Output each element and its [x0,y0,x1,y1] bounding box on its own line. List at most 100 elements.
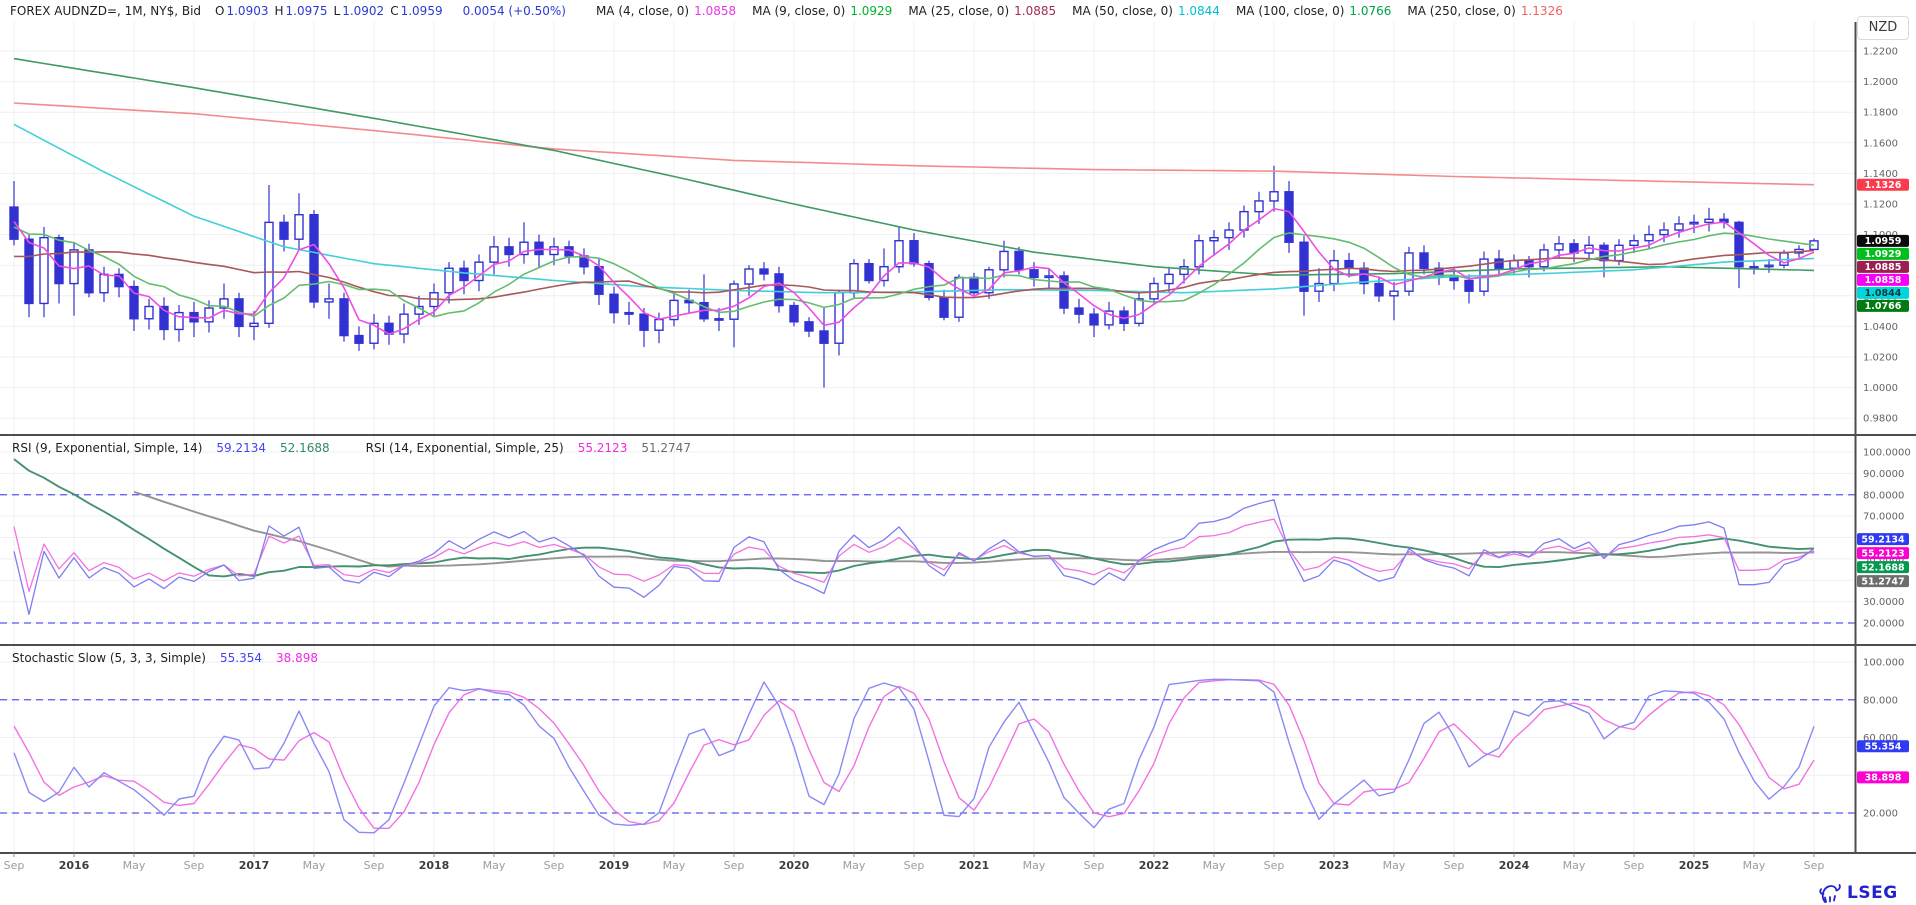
svg-text:0.9800: 0.9800 [1863,414,1898,425]
stochastic-k-value: 55.354 [219,651,262,665]
gridlines [0,22,1855,852]
svg-text:Sep: Sep [364,859,385,872]
ohlc-field-l: L 1.0902 [333,4,385,18]
axis-badge: 1.0844 [1857,286,1909,299]
svg-text:Sep: Sep [4,859,25,872]
ma-legend-item-0[interactable]: MA (4, close, 0) 1.0858 [595,4,737,18]
svg-text:2019: 2019 [599,859,630,872]
svg-text:1.1400: 1.1400 [1863,169,1898,180]
ohlc-field-o: O 1.0903 [215,4,269,18]
svg-text:1.0000: 1.0000 [1863,383,1898,394]
axis-badge: 52.1688 [1857,561,1909,573]
svg-text:1.2200: 1.2200 [1863,47,1898,58]
svg-text:May: May [1743,859,1766,872]
svg-text:May: May [843,859,866,872]
axis-badge: 1.0929 [1857,247,1909,260]
rsi14-value: 55.2123 [577,441,628,455]
svg-text:2016: 2016 [59,859,90,872]
instrument-title[interactable]: FOREX AUDNZD=, 1M, NY$, Bid [10,4,202,18]
svg-text:1.0766: 1.0766 [1865,301,1902,312]
axis-badge: 38.898 [1857,771,1909,784]
svg-text:30.0000: 30.0000 [1863,597,1904,608]
svg-text:1.0400: 1.0400 [1863,322,1898,333]
axis-badge: 59.2134 [1857,533,1909,545]
svg-text:1.0858: 1.0858 [1865,275,1902,286]
svg-text:70.0000: 70.0000 [1863,512,1904,523]
ma-legend-item-1[interactable]: MA (9, close, 0) 1.0929 [752,4,893,18]
svg-text:Sep: Sep [904,859,925,872]
time-axis[interactable]: Sep 2016 May Sep 2017 May Sep 2018 May Sep 2019 May… [4,853,1825,872]
ma-legend-item-4[interactable]: MA (100, close, 0) 1.0766 [1235,4,1392,18]
rsi-legend-title-2[interactable]: RSI (14, Exponential, Simple, 25) [365,441,564,455]
change-readout: 0.0054 (+0.50%) [462,4,566,18]
ohlc-field-c: C 1.0959 [390,4,443,18]
svg-text:May: May [123,859,146,872]
svg-text:2018: 2018 [419,859,450,872]
svg-text:100.000: 100.000 [1863,658,1904,669]
svg-text:38.898: 38.898 [1865,773,1902,784]
axis-badge: 55.2123 [1857,547,1909,559]
rsi9-signal-value: 52.1688 [280,441,330,455]
svg-text:Sep: Sep [1444,859,1465,872]
svg-text:Sep: Sep [1624,859,1645,872]
svg-text:Sep: Sep [1264,859,1285,872]
axis-badge: 51.2747 [1857,575,1909,587]
svg-text:80.0000: 80.0000 [1863,490,1904,501]
ma-legend-item-3[interactable]: MA (50, close, 0) 1.0844 [1072,4,1220,18]
svg-text:1.0929: 1.0929 [1865,249,1902,260]
svg-text:1.1800: 1.1800 [1863,108,1898,119]
svg-text:55.354: 55.354 [1865,741,1902,752]
price-axis-currency-badge[interactable]: NZD [1857,16,1909,40]
svg-text:May: May [1563,859,1586,872]
svg-text:90.0000: 90.0000 [1863,469,1904,480]
svg-text:May: May [1203,859,1226,872]
axis-badge: 55.354 [1857,740,1909,752]
svg-text:Sep: Sep [544,859,565,872]
svg-text:May: May [303,859,326,872]
svg-text:May: May [1383,859,1406,872]
svg-text:2017: 2017 [239,859,270,872]
svg-text:55.2123: 55.2123 [1861,548,1904,559]
ma-legend-item-2[interactable]: MA (25, close, 0) 1.0885 [908,4,1057,18]
svg-text:20.000: 20.000 [1863,809,1898,820]
stochastic-panel [0,678,1855,834]
stochastic-legend-title[interactable]: Stochastic Slow (5, 3, 3, Simple) [12,651,206,665]
ma-legend-item-5[interactable]: MA (250, close, 0) 1.1326 [1407,4,1563,18]
rsi-legend-title-1[interactable]: RSI (9, Exponential, Simple, 14) [12,441,203,455]
svg-text:May: May [663,859,686,872]
svg-text:1.2000: 1.2000 [1863,77,1898,88]
svg-text:1.0885: 1.0885 [1865,262,1902,273]
svg-text:2021: 2021 [959,859,990,872]
rsi14-signal-value: 51.2747 [641,441,691,455]
svg-text:2020: 2020 [779,859,810,872]
lseg-wordmark: LSEG [1847,883,1898,903]
svg-text:2024: 2024 [1499,859,1530,872]
svg-text:2022: 2022 [1139,859,1170,872]
svg-text:Sep: Sep [184,859,205,872]
axis-badge: 1.0766 [1857,299,1909,312]
svg-text:1.0959: 1.0959 [1865,236,1902,247]
svg-text:60.000: 60.000 [1863,733,1898,744]
svg-text:1.0844: 1.0844 [1865,288,1902,299]
axis-badges: 1.1326 1.0959 1.0929 1.0885 1.0858 1.0844 1.07… [1857,178,1909,784]
svg-text:80.000: 80.000 [1863,695,1898,706]
rsi-panel [0,458,1855,624]
svg-text:52.1688: 52.1688 [1861,562,1905,573]
svg-text:May: May [483,859,506,872]
stochastic-d-value: 38.898 [275,651,318,665]
stochastic-panel-legend: Stochastic Slow (5, 3, 3, Simple) 55.354… [12,651,318,665]
rsi9-value: 59.2134 [216,441,267,455]
svg-text:Sep: Sep [1804,859,1825,872]
axis-badge: 1.0959 [1857,234,1909,247]
axis-badge: 1.0885 [1857,260,1909,273]
svg-text:1.0200: 1.0200 [1863,353,1898,364]
svg-text:20.0000: 20.0000 [1863,619,1904,630]
svg-text:2025: 2025 [1679,859,1710,872]
svg-text:59.2134: 59.2134 [1861,534,1905,545]
svg-text:1.1200: 1.1200 [1863,200,1898,211]
main-price-panel [9,57,1819,388]
svg-text:51.2747: 51.2747 [1861,576,1904,587]
svg-text:Sep: Sep [1084,859,1105,872]
lseg-crest-icon [1819,884,1841,903]
